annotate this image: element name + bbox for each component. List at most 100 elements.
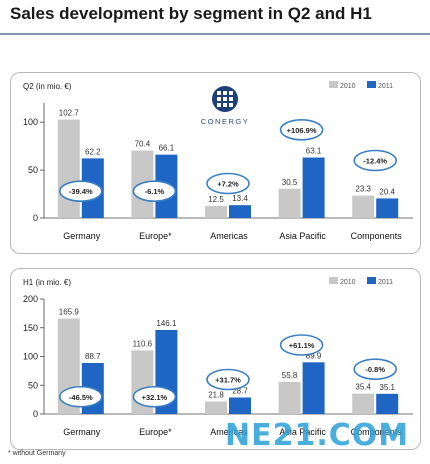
y-tick-label: 150 [23,323,38,333]
data-label: 13.4 [232,194,248,203]
change-badge-label: -12.4% [363,157,387,166]
x-tick-label: Asia Pacific [279,427,326,437]
conergy-logo-square [229,91,233,95]
change-badge [59,180,103,202]
conergy-logo-square [223,103,227,107]
x-tick-label: Components [351,231,403,241]
y-axis-label: H1 (in mio. €) [23,278,71,287]
y-tick-label: 50 [28,165,38,175]
y-tick-label: 0 [33,213,38,223]
change-badge-label: +106.9% [287,126,317,135]
legend-label-2011: 2011 [378,83,393,90]
bar-2010-asia-pacific [278,381,301,414]
y-tick-label: 200 [23,294,38,304]
change-badge-label: +32.1% [142,393,168,402]
y-tick-label: 50 [28,380,38,390]
x-tick-label: Asia Pacific [279,231,326,241]
page-title: Sales development by segment in Q2 and H… [10,4,372,23]
change-badge [353,149,398,172]
change-badge [206,172,250,195]
change-badge-label: -46.5% [69,393,93,402]
x-tick-label: Americas [210,231,248,241]
bar-2011-asia-pacific [302,362,325,414]
conergy-logo-square [229,103,233,107]
change-badge [132,385,177,408]
data-label: 35.4 [355,383,371,392]
footnote: * without Germany [8,450,66,457]
change-badge [59,385,103,408]
bar-2011-americas [229,397,251,414]
legend-label-2011: 2011 [378,279,393,286]
x-tick-label: Germany [63,427,101,437]
change-badge-label: +61.1% [289,341,315,350]
conergy-logo-square [223,97,227,101]
data-label: 110.6 [133,339,153,348]
x-tick-label: Americas [210,427,248,437]
data-label: 146.1 [156,319,177,328]
conergy-logo-square [217,91,221,95]
h1-chart-panel: H1 (in mio. €) 2010 2011 0 50 100 150 200 165.9 8… [10,268,421,450]
legend-swatch-2010 [329,277,338,284]
data-label: 70.4 [135,140,151,149]
data-label: 88.7 [85,352,101,361]
bar-2010-germany [57,119,80,218]
bar-2011-components [376,393,399,414]
bar-2010-asia-pacific [278,188,301,218]
change-badge-label: +31.7% [215,376,241,385]
bar-2010-americas [205,206,227,218]
bar-2011-components [376,198,399,218]
title-divider [0,33,430,35]
data-label: 35.1 [379,383,395,392]
change-badge [279,334,324,356]
data-label: 62.2 [85,147,101,156]
data-label: 23.3 [355,185,371,194]
change-badge-label: -0.8% [365,365,385,374]
x-tick-label: Germany [63,231,101,241]
change-badge [353,358,398,380]
y-tick-label: 100 [23,352,38,362]
data-label: 66.1 [159,144,175,153]
change-badge-label: -6.1% [145,187,165,196]
x-tick-label: Europe* [139,427,172,437]
data-label: 30.5 [282,178,298,187]
change-badge-label: -39.4% [69,187,93,196]
y-axis-label: Q2 (in mio. €) [23,82,72,91]
x-tick-label: Components [351,427,403,437]
data-label: 102.7 [59,109,80,118]
data-label: 55.8 [282,371,298,380]
bar-2010-components [352,393,375,414]
data-label: 63.1 [306,147,322,156]
y-tick-label: 100 [23,117,38,127]
bar-2011-americas [229,205,251,218]
change-badge [132,180,177,202]
bar-2011-asia-pacific [302,157,325,218]
conergy-logo-text: CONERGY [201,117,249,126]
data-label: 165.9 [59,308,80,317]
q2-chart-panel: Q2 (in mio. €) 2010 2011 0 50 100 102.7 62.2 -39… [10,72,421,254]
bar-2010-americas [205,401,227,414]
legend-swatch-2011 [367,81,376,88]
x-tick-label: Europe* [139,231,172,241]
q2-chart: Q2 (in mio. €) 2010 2011 0 50 100 102.7 62.2 -39… [23,81,413,241]
data-label: 21.8 [208,390,224,399]
change-badge [279,119,324,141]
conergy-logo-square [217,103,221,107]
change-badge-label: +7.2% [217,180,239,189]
bar-2010-components [352,195,375,218]
data-label: 89.9 [306,351,322,360]
conergy-logo: CONERGY [201,86,249,126]
legend-swatch-2011 [367,277,376,284]
h1-chart: H1 (in mio. €) 2010 2011 0 50 100 150 200 165.9 8… [23,277,413,437]
conergy-logo-square [217,97,221,101]
legend-label-2010: 2010 [340,83,356,90]
data-label: 28.7 [232,386,248,395]
y-tick-label: 0 [33,409,38,419]
watermark: NE21.COM [225,418,410,453]
legend-swatch-2010 [329,81,338,88]
data-label: 12.5 [208,195,224,204]
change-badge [206,368,250,391]
legend-label-2010: 2010 [340,279,356,286]
conergy-logo-square [229,97,233,101]
data-label: 20.4 [379,187,395,196]
conergy-logo-square [223,91,227,95]
